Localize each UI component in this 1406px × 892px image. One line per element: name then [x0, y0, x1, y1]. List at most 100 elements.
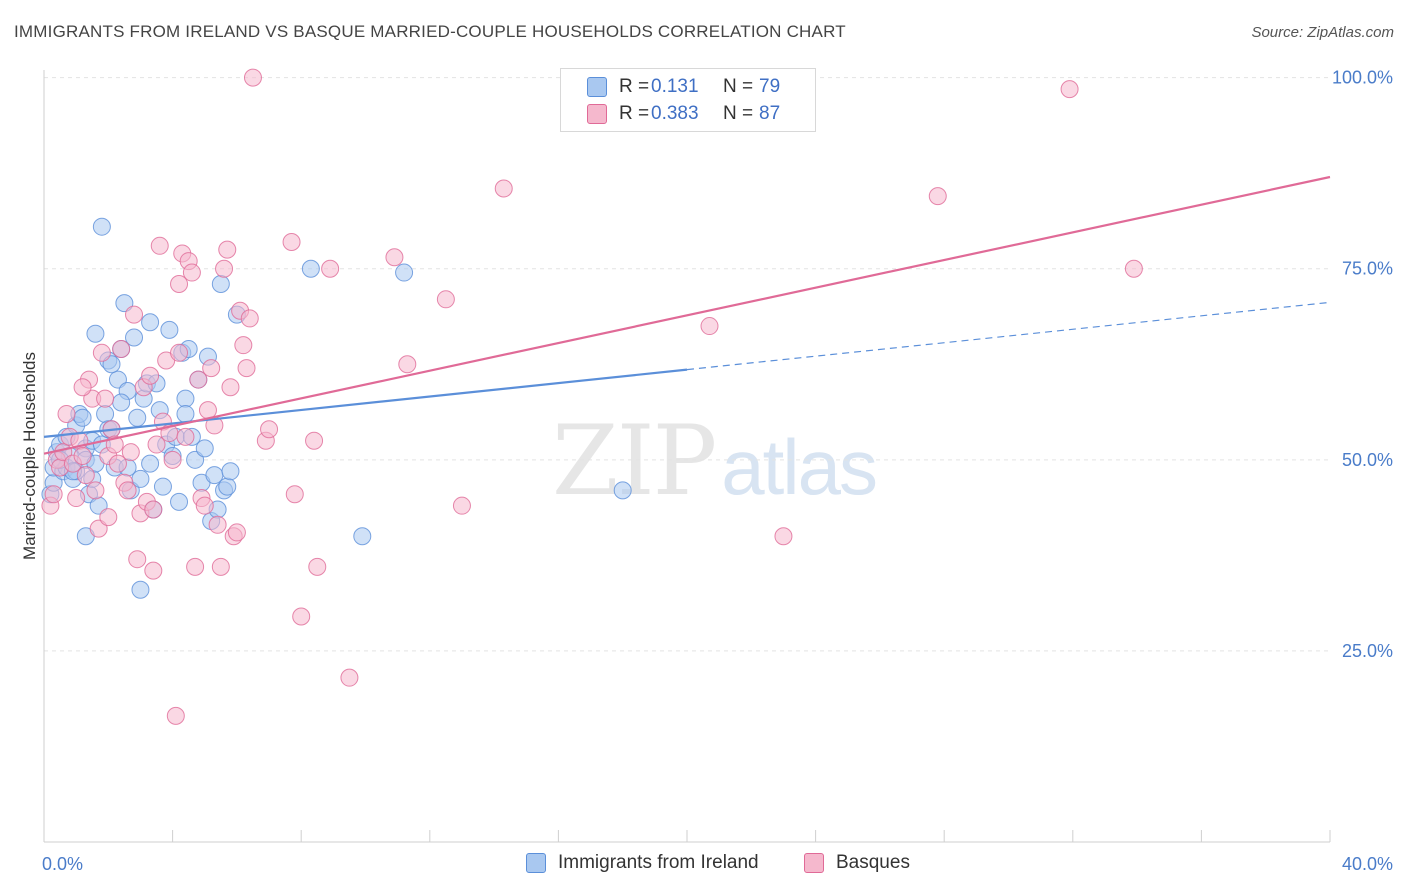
- legend-swatch-pink: [587, 104, 607, 124]
- data-point: [218, 240, 237, 259]
- data-point: [305, 431, 324, 450]
- data-point: [92, 217, 111, 236]
- data-point: [243, 68, 262, 87]
- data-point: [211, 275, 230, 294]
- series-basques-points: [41, 68, 1143, 725]
- data-point: [92, 343, 111, 362]
- data-point: [125, 328, 144, 347]
- data-point: [211, 557, 230, 576]
- data-point: [112, 339, 131, 358]
- data-point: [73, 408, 92, 427]
- r-value: 0.383: [651, 103, 699, 124]
- data-point: [128, 550, 147, 569]
- data-point: [774, 527, 793, 546]
- n-label: N =: [723, 103, 754, 124]
- legend-label: Basques: [836, 852, 910, 873]
- legend-row-ireland: R = 0.131 N = 79: [587, 74, 780, 100]
- data-point: [218, 477, 237, 496]
- data-point: [227, 523, 246, 542]
- r-value: 0.131: [651, 76, 699, 97]
- data-point: [86, 481, 105, 500]
- watermark: ZIPatlas: [552, 405, 878, 517]
- correlation-legend: R = 0.131 N = 79 R = 0.383 N = 87: [560, 68, 816, 132]
- data-point: [99, 508, 118, 527]
- data-point: [96, 404, 115, 423]
- data-point: [494, 179, 513, 198]
- data-point: [202, 359, 221, 378]
- data-point: [166, 706, 185, 725]
- data-point: [340, 668, 359, 687]
- data-point: [308, 557, 327, 576]
- data-point: [260, 420, 279, 439]
- data-point: [292, 607, 311, 626]
- data-point: [89, 519, 108, 538]
- legend-item-ireland[interactable]: Immigrants from Ireland: [526, 852, 759, 874]
- legend-item-basques[interactable]: Basques: [804, 852, 910, 874]
- y-tick-label: 100.0%: [1332, 68, 1393, 88]
- data-point: [108, 370, 127, 389]
- data-point: [301, 259, 320, 278]
- legend-row-basques: R = 0.383 N = 87: [587, 101, 780, 127]
- data-point: [170, 275, 189, 294]
- n-value: 79: [759, 76, 781, 97]
- data-point: [76, 466, 95, 485]
- series-ireland-points: [41, 217, 632, 599]
- data-point: [144, 561, 163, 580]
- data-point: [240, 309, 259, 328]
- watermark-zip: ZIP: [552, 405, 717, 517]
- data-point: [452, 496, 471, 515]
- data-point: [153, 477, 172, 496]
- data-point: [176, 389, 195, 408]
- data-point: [195, 439, 214, 458]
- data-point: [112, 393, 131, 412]
- data-point: [613, 481, 632, 500]
- data-point: [141, 454, 160, 473]
- grid-lines: [44, 77, 1330, 652]
- data-point: [102, 355, 121, 374]
- data-point: [353, 527, 372, 546]
- data-point: [221, 378, 240, 397]
- data-point: [118, 481, 137, 500]
- n-value: 87: [759, 103, 781, 124]
- data-point: [1124, 259, 1143, 278]
- data-point: [44, 485, 63, 504]
- data-point: [321, 259, 340, 278]
- source-label: Source: ZipAtlas.com: [1251, 24, 1394, 41]
- data-point: [141, 366, 160, 385]
- data-point: [221, 462, 240, 481]
- data-point: [398, 355, 417, 374]
- data-point: [234, 336, 253, 355]
- y-tick-label: 25.0%: [1342, 641, 1393, 661]
- series-legend: Immigrants from Ireland Basques: [0, 852, 1406, 878]
- data-point: [176, 404, 195, 423]
- legend-swatch-blue: [587, 77, 607, 97]
- axes: [43, 70, 1331, 843]
- data-point: [67, 489, 86, 508]
- data-point: [195, 496, 214, 515]
- legend-swatch-pink: [804, 853, 824, 873]
- data-point: [115, 294, 134, 313]
- data-point: [147, 435, 166, 454]
- data-point: [141, 313, 160, 332]
- data-point: [73, 378, 92, 397]
- data-point: [208, 515, 227, 534]
- data-point: [1060, 80, 1079, 99]
- data-point: [170, 492, 189, 511]
- data-point: [96, 389, 115, 408]
- data-point: [186, 557, 205, 576]
- data-point: [186, 450, 205, 469]
- r-label: R =: [619, 103, 650, 124]
- y-tick-label: 50.0%: [1342, 450, 1393, 470]
- chart-title: IMMIGRANTS FROM IRELAND VS BASQUE MARRIE…: [14, 22, 846, 41]
- data-point: [108, 454, 127, 473]
- x-tick-label: 0.0%: [42, 854, 83, 874]
- data-point: [282, 232, 301, 251]
- data-point: [121, 443, 140, 462]
- r-label: R =: [619, 76, 650, 97]
- data-point: [436, 290, 455, 309]
- data-point: [928, 187, 947, 206]
- axis-labels: 25.0% 50.0% 75.0% 100.0% 0.0% 40.0% Married-co…: [20, 68, 1393, 874]
- data-point: [160, 320, 179, 339]
- legend-swatch-blue: [526, 853, 546, 873]
- data-point: [170, 343, 189, 362]
